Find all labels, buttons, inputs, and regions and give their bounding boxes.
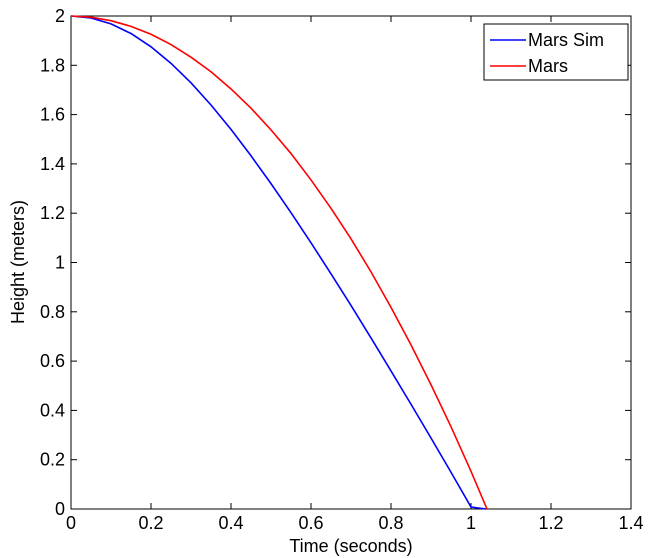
x-tick-label: 0.6 bbox=[298, 513, 323, 533]
x-tick-label: 1.2 bbox=[538, 513, 563, 533]
series-lines bbox=[70, 15, 488, 510]
y-axis-ticks: 0 0.2 0.4 0.6 0.8 1 1.2 1.4 1.6 1.8 2 bbox=[40, 6, 631, 519]
legend: Mars Sim Mars bbox=[483, 23, 629, 81]
y-tick-label: 2 bbox=[55, 6, 65, 26]
x-axis-label: Time (seconds) bbox=[289, 536, 412, 556]
y-tick-label: 1.6 bbox=[40, 105, 65, 125]
x-tick-label: 1.4 bbox=[618, 513, 643, 533]
y-tick-label: 0.2 bbox=[40, 450, 65, 470]
y-tick-label: 0.8 bbox=[40, 302, 65, 322]
plot-area bbox=[70, 15, 632, 510]
legend-label-mars: Mars bbox=[528, 56, 568, 76]
x-tick-label: 0.4 bbox=[218, 513, 243, 533]
series-line-mars bbox=[70, 15, 488, 510]
y-tick-label: 0.6 bbox=[40, 351, 65, 371]
legend-label-mars-sim: Mars Sim bbox=[528, 30, 604, 50]
y-tick-label: 1.4 bbox=[40, 154, 65, 174]
series-line-mars-sim bbox=[70, 15, 486, 510]
x-axis-ticks: 0 0.2 0.4 0.6 0.8 1 1.2 1.4 bbox=[66, 16, 644, 533]
x-tick-label: 0.2 bbox=[138, 513, 163, 533]
y-axis-label: Height (meters) bbox=[8, 200, 28, 324]
x-tick-label: 1 bbox=[466, 513, 476, 533]
y-tick-label: 0 bbox=[55, 499, 65, 519]
y-tick-label: 0.4 bbox=[40, 400, 65, 420]
x-tick-label: 0.8 bbox=[378, 513, 403, 533]
y-tick-label: 1.8 bbox=[40, 55, 65, 75]
y-tick-label: 1 bbox=[55, 253, 65, 273]
legend-box bbox=[483, 23, 629, 81]
y-tick-label: 1.2 bbox=[40, 203, 65, 223]
x-tick-label: 0 bbox=[66, 513, 76, 533]
